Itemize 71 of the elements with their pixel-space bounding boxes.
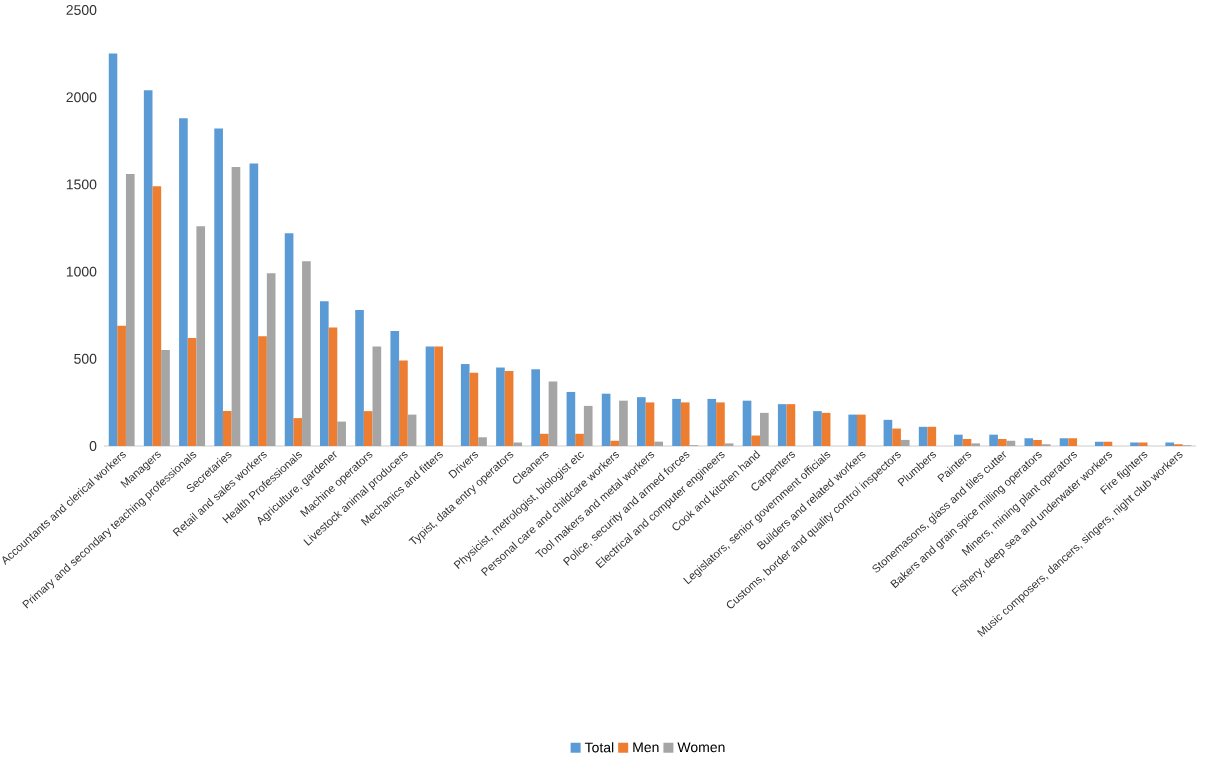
bar — [328, 327, 338, 446]
bar — [390, 330, 400, 446]
bar — [892, 428, 901, 446]
bar — [460, 364, 470, 446]
bar — [478, 437, 487, 446]
bar — [918, 426, 928, 446]
bar — [645, 402, 655, 446]
bar — [583, 405, 593, 446]
bar — [266, 273, 276, 446]
bar — [284, 233, 294, 446]
bar — [399, 360, 408, 446]
bar — [680, 402, 690, 446]
bar — [143, 90, 153, 446]
bar — [372, 346, 382, 446]
bar — [1024, 438, 1034, 446]
bar — [337, 421, 346, 446]
bar — [786, 404, 796, 446]
bar — [496, 367, 505, 446]
bar — [707, 398, 717, 446]
bar — [1059, 438, 1069, 446]
bar — [187, 337, 197, 446]
bar — [848, 414, 858, 446]
bar — [231, 166, 241, 446]
bar — [407, 414, 417, 446]
bar — [531, 369, 540, 446]
bar — [619, 400, 628, 446]
bar — [504, 371, 514, 446]
bar — [434, 346, 443, 446]
bar — [108, 53, 118, 446]
bar — [1068, 438, 1078, 446]
bar — [179, 118, 188, 446]
bar — [857, 414, 866, 446]
bar — [117, 325, 126, 446]
bar — [900, 439, 910, 446]
bar — [610, 440, 620, 446]
bar — [566, 391, 576, 446]
bar — [258, 336, 267, 446]
bar — [672, 398, 681, 446]
bar — [196, 226, 206, 446]
bar — [751, 435, 761, 446]
bar — [363, 411, 373, 446]
bar — [989, 434, 998, 446]
bar — [637, 397, 646, 446]
bar — [821, 412, 831, 446]
bar — [716, 402, 725, 446]
bar — [813, 411, 822, 446]
bar — [997, 439, 1007, 446]
bar — [742, 400, 752, 446]
bar — [161, 350, 170, 446]
bar — [214, 128, 223, 446]
bar — [469, 372, 479, 446]
bar — [425, 346, 435, 446]
bar — [539, 433, 549, 446]
bar — [962, 439, 972, 446]
bar — [883, 419, 893, 446]
bar — [1033, 439, 1042, 446]
bar — [777, 404, 787, 446]
bar — [249, 163, 259, 446]
bar — [125, 173, 135, 446]
bar — [760, 412, 769, 446]
bar — [954, 434, 963, 446]
bar — [152, 186, 162, 446]
bar — [355, 309, 364, 446]
bar — [601, 393, 611, 446]
bar — [319, 301, 329, 446]
bar — [222, 411, 232, 446]
bar — [302, 261, 311, 446]
bar — [293, 418, 303, 446]
bar — [548, 381, 558, 446]
bar — [927, 426, 937, 446]
bar — [575, 433, 584, 446]
